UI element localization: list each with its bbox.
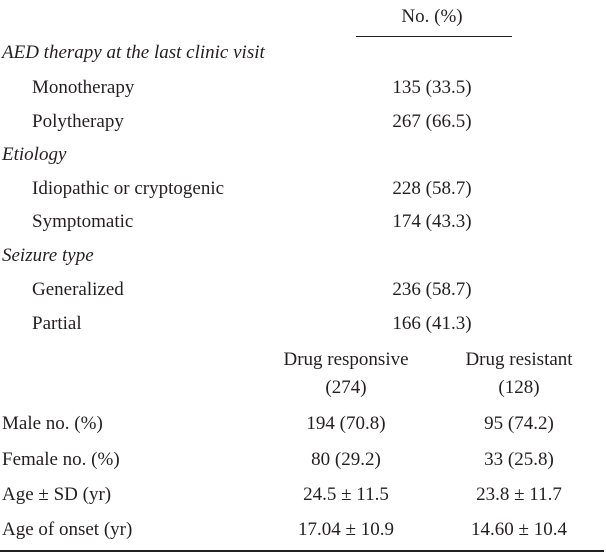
section-heading-aed-therapy: AED therapy at the last clinic visit [2,42,265,63]
group-header-drug-resistant: Drug resistant [465,349,573,370]
row-label-partial: Partial [32,313,82,334]
row-label-polytherapy: Polytherapy [32,111,124,132]
row-value-monotherapy: 135 (33.5) [392,77,472,98]
row-value-male-responsive: 194 (70.8) [306,413,386,434]
row-value-age-resistant: 23.8 ± 11.7 [476,484,562,505]
row-value-age-onset-resistant: 14.60 ± 10.4 [471,519,567,540]
row-value-age-onset-responsive: 17.04 ± 10.9 [298,519,394,540]
row-label-monotherapy: Monotherapy [32,77,135,98]
row-value-male-resistant: 95 (74.2) [484,413,554,434]
row-value-idiopathic: 228 (58.7) [392,178,472,199]
group-header-drug-resistant-count: (128) [498,377,540,398]
section-heading-seizure-type: Seizure type [2,245,94,266]
row-label-male: Male no. (%) [2,413,103,434]
row-value-generalized: 236 (58.7) [392,279,472,300]
row-label-generalized: Generalized [32,279,124,300]
row-label-age-onset: Age of onset (yr) [2,519,133,540]
table-bottom-rule [0,550,604,552]
row-value-symptomatic: 174 (43.3) [392,211,472,232]
column-header-count-percent: No. (%) [401,6,463,27]
group-header-drug-responsive-count: (274) [325,377,367,398]
row-value-female-responsive: 80 (29.2) [311,449,381,470]
row-label-symptomatic: Symptomatic [32,211,134,232]
row-value-polytherapy: 267 (66.5) [392,111,472,132]
row-value-female-resistant: 33 (25.8) [484,449,554,470]
row-value-partial: 166 (41.3) [392,313,472,334]
header-underline [356,36,512,37]
row-value-age-responsive: 24.5 ± 11.5 [303,484,389,505]
row-label-idiopathic: Idiopathic or cryptogenic [32,178,225,199]
group-header-drug-responsive: Drug responsive [283,349,409,370]
row-label-age: Age ± SD (yr) [2,484,112,505]
section-heading-etiology: Etiology [2,144,67,165]
row-label-female: Female no. (%) [2,449,120,470]
